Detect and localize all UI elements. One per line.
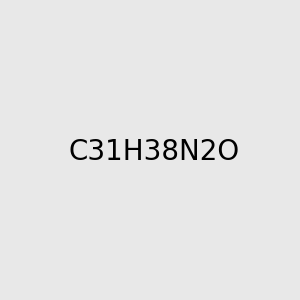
Text: C31H38N2O: C31H38N2O	[68, 137, 239, 166]
